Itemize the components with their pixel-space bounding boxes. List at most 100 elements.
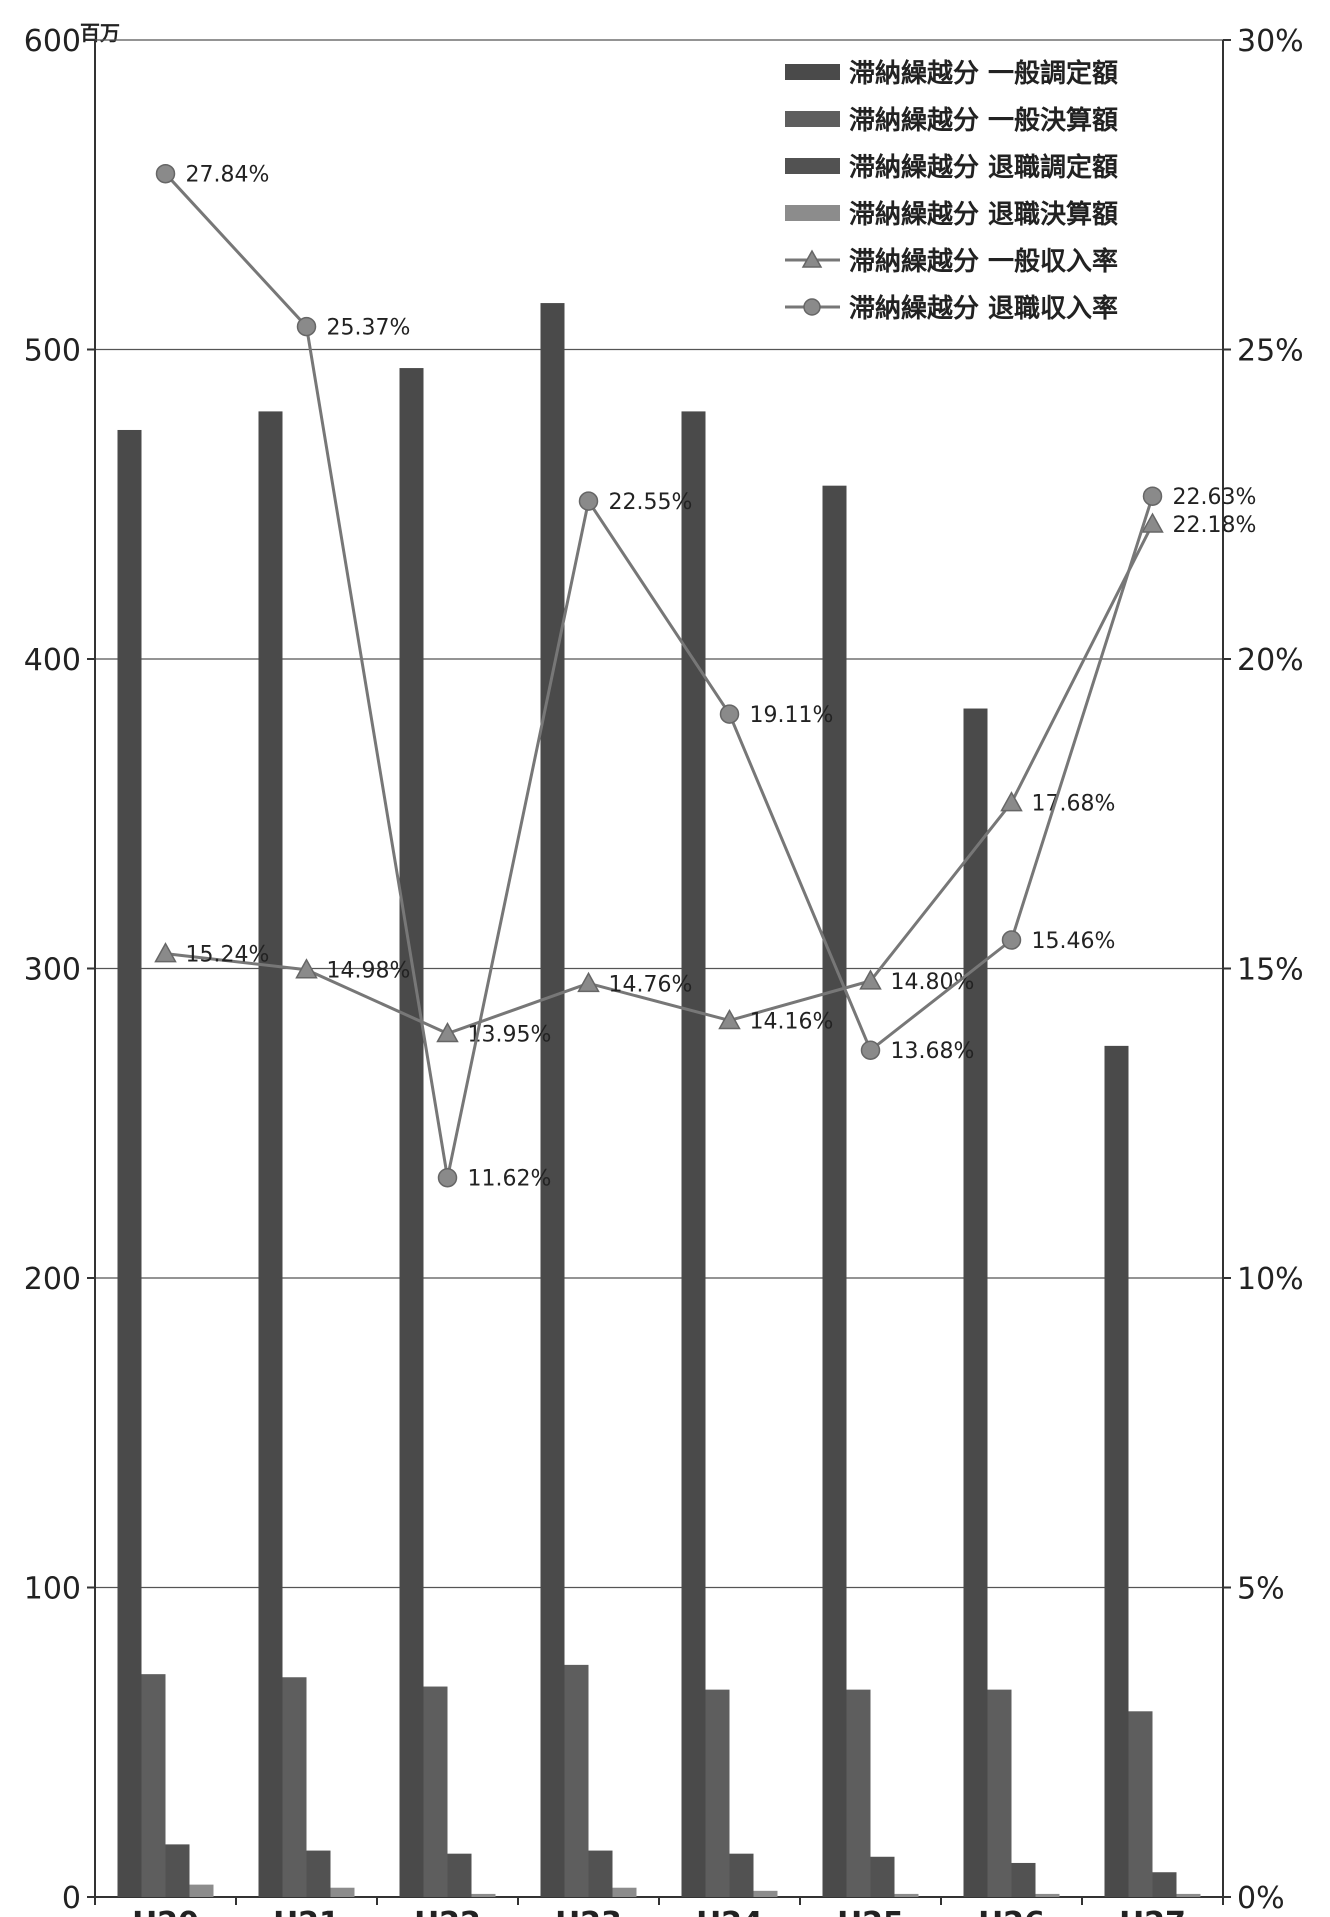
- data-label: 22.55%: [609, 490, 693, 515]
- data-label: 22.18%: [1173, 513, 1257, 538]
- bar: [588, 1850, 613, 1897]
- bar: [423, 1686, 448, 1897]
- legend-entry: 滞納繰越分 一般収入率: [849, 246, 1118, 277]
- bar: [870, 1856, 895, 1897]
- x-tick-label: H21: [273, 1906, 340, 1917]
- bar: [330, 1887, 355, 1897]
- data-label: 13.68%: [891, 1039, 975, 1064]
- data-label: 14.80%: [891, 970, 975, 995]
- bar: [141, 1674, 166, 1897]
- data-point: [1141, 512, 1164, 533]
- bar: [399, 368, 424, 1897]
- data-point: [719, 704, 740, 724]
- y-tick-label: 0: [62, 1881, 81, 1916]
- bar: [1152, 1872, 1177, 1897]
- y2-tick-label: 5%: [1237, 1572, 1285, 1607]
- legend-entry: 滞納繰越分 退職決算額: [849, 199, 1118, 230]
- data-point: [578, 491, 599, 511]
- x-tick-label: H27: [1119, 1906, 1186, 1917]
- data-label: 15.46%: [1032, 929, 1116, 954]
- series-line: [165, 523, 1154, 1036]
- bar: [282, 1677, 307, 1897]
- y-tick-label: 600: [24, 24, 81, 59]
- bar: [165, 1844, 190, 1897]
- y2-tick-label: 10%: [1237, 1262, 1304, 1297]
- bar: [306, 1850, 331, 1897]
- bar: [1011, 1862, 1036, 1897]
- data-label: 19.11%: [750, 703, 834, 728]
- y2-tick-label: 20%: [1237, 643, 1304, 678]
- bar: [447, 1853, 472, 1897]
- x-tick-label: H24: [696, 1906, 763, 1917]
- y2-tick-label: 30%: [1237, 24, 1304, 59]
- legend-swatch: [785, 64, 840, 80]
- data-label: 11.62%: [468, 1167, 552, 1192]
- bar: [564, 1664, 589, 1897]
- bar: [1035, 1893, 1060, 1897]
- legend-swatch: [785, 158, 840, 174]
- bar: [753, 1890, 778, 1897]
- legend-marker: [803, 298, 821, 316]
- y-tick-label: 200: [24, 1262, 81, 1297]
- bar: [987, 1689, 1012, 1897]
- y-tick-label: 100: [24, 1572, 81, 1607]
- y-tick-label: 500: [24, 334, 81, 369]
- bar: [729, 1853, 754, 1897]
- bar: [612, 1887, 637, 1897]
- data-label: 27.84%: [186, 163, 270, 188]
- legend-entry: 滞納繰越分 退職収入率: [849, 293, 1118, 324]
- bar: [822, 485, 847, 1898]
- bar: [189, 1884, 214, 1897]
- data-point: [436, 1021, 459, 1043]
- unit-label: 百万: [80, 21, 120, 45]
- legend-swatch: [785, 205, 840, 221]
- data-label: 17.68%: [1032, 792, 1116, 817]
- legend-swatch: [785, 111, 840, 127]
- data-point: [577, 971, 600, 993]
- data-label: 25.37%: [327, 316, 411, 341]
- bar: [117, 429, 142, 1898]
- y2-tick-label: 0%: [1237, 1881, 1285, 1916]
- data-point: [859, 969, 882, 990]
- data-label: 14.16%: [750, 1009, 834, 1034]
- legend-entry: 滞納繰越分 一般調定額: [849, 58, 1118, 89]
- bar: [471, 1893, 496, 1897]
- data-label: 14.98%: [327, 959, 411, 984]
- series-line: [164, 172, 1154, 1179]
- legend-entry: 滞納繰越分 一般決算額: [849, 105, 1118, 136]
- data-point: [437, 1167, 458, 1188]
- x-tick-label: H25: [837, 1906, 904, 1917]
- data-point: [296, 316, 317, 337]
- data-label: 13.95%: [468, 1022, 552, 1047]
- data-label: 22.63%: [1173, 485, 1257, 510]
- bar: [540, 303, 565, 1898]
- y2-tick-label: 15%: [1237, 953, 1304, 988]
- bar: [846, 1689, 871, 1897]
- x-tick-label: H26: [978, 1906, 1045, 1917]
- bar: [894, 1893, 919, 1897]
- data-point: [1142, 486, 1163, 506]
- bar: [681, 411, 706, 1897]
- y-tick-label: 300: [24, 953, 81, 988]
- data-point: [295, 958, 318, 979]
- y2-tick-label: 25%: [1237, 334, 1304, 369]
- bar: [258, 411, 283, 1897]
- data-point: [1001, 930, 1022, 950]
- bar: [1128, 1711, 1153, 1897]
- data-point: [155, 163, 176, 184]
- data-point: [718, 1008, 741, 1030]
- bar: [1104, 1045, 1129, 1897]
- bar: [1176, 1893, 1201, 1897]
- legend-entry: 滞納繰越分 退職調定額: [849, 152, 1118, 183]
- x-tick-label: H23: [555, 1906, 622, 1917]
- y-tick-label: 400: [24, 643, 81, 678]
- data-label: 14.76%: [609, 972, 693, 997]
- data-point: [154, 942, 177, 963]
- x-tick-label: H20: [132, 1906, 199, 1917]
- data-point: [860, 1040, 881, 1060]
- bar: [705, 1689, 730, 1897]
- bar: [963, 708, 988, 1897]
- x-tick-label: H22: [414, 1906, 481, 1917]
